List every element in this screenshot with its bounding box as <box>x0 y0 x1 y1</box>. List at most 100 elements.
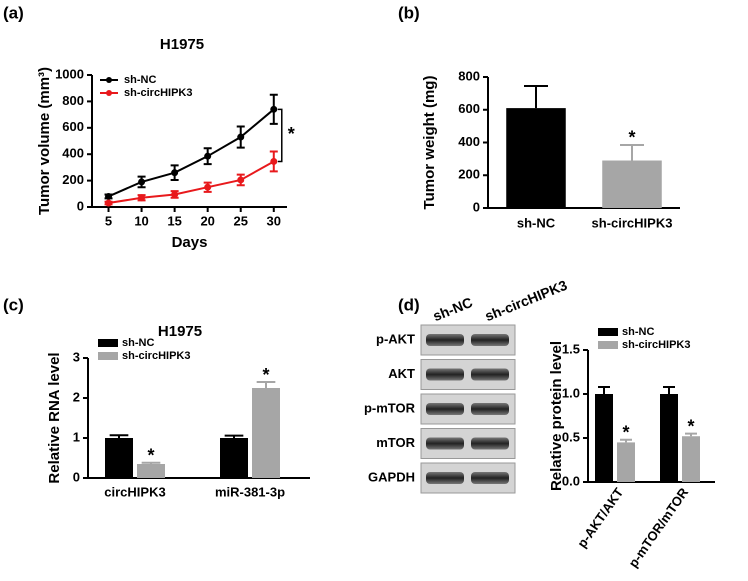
legend-swatch <box>98 339 118 347</box>
point <box>138 194 146 202</box>
legend-swatch <box>106 77 112 83</box>
blot-row-label: p-mTOR <box>364 400 416 415</box>
x-tick-label: p-mTOR/mTOR <box>625 485 691 571</box>
bar <box>595 394 613 482</box>
error-bar <box>256 381 276 388</box>
panel-label: (b) <box>398 3 420 22</box>
y-tick-label: 0 <box>77 198 84 213</box>
legend-label: sh-circHIPK3 <box>622 339 690 351</box>
significance-mark: * <box>147 446 154 466</box>
x-tick-label: sh-circHIPK3 <box>592 215 673 230</box>
bar <box>252 388 280 478</box>
bar <box>220 438 248 478</box>
chart-title: H1975 <box>160 36 204 53</box>
y-axis-title: Tumor volume (mm³) <box>36 67 53 215</box>
significance-mark: * <box>687 416 694 436</box>
y-tick-label: 3 <box>73 349 80 364</box>
series-line <box>108 160 275 205</box>
x-tick-label: circHIPK3 <box>104 484 165 499</box>
y-tick-label: 1 <box>73 429 80 444</box>
y-tick-label: 600 <box>458 101 480 116</box>
y-tick-label: 0.0 <box>562 473 580 488</box>
y-tick-label: 1.5 <box>562 341 580 356</box>
blot-row-label: mTOR <box>376 435 415 450</box>
point <box>237 133 245 141</box>
blot-band <box>426 437 464 450</box>
y-tick-label: 600 <box>62 119 84 134</box>
error-bar <box>224 434 244 438</box>
blot-band <box>426 334 464 346</box>
bar <box>602 160 662 208</box>
legend-label: sh-NC <box>622 326 654 338</box>
legend-label: sh-NC <box>124 74 156 86</box>
error-bar <box>109 434 129 438</box>
bar <box>506 108 566 208</box>
legend-swatch <box>98 352 118 360</box>
y-tick-label: 1000 <box>55 66 84 81</box>
y-axis-title: Tumor weight (mg) <box>421 76 438 210</box>
legend-swatch <box>598 341 618 349</box>
significance-mark: * <box>622 423 629 443</box>
x-tick-label: 30 <box>267 213 281 228</box>
y-tick-label: 0.5 <box>562 429 580 444</box>
bar <box>660 394 678 482</box>
point <box>237 176 245 184</box>
y-tick-label: 800 <box>458 68 480 83</box>
x-tick-label: sh-NC <box>517 215 556 230</box>
y-axis-title: Relative protein level <box>548 341 565 491</box>
x-tick-label: 5 <box>105 213 112 228</box>
bar <box>105 438 133 478</box>
blot-column-label: sh-NC <box>431 294 475 324</box>
panel-label: (d) <box>398 295 420 314</box>
point <box>171 169 179 177</box>
error-bar <box>620 143 644 161</box>
point <box>270 157 278 165</box>
series-line <box>108 108 275 198</box>
panel-label: (a) <box>3 3 24 22</box>
y-tick-label: 1.0 <box>562 385 580 400</box>
bar <box>617 442 635 482</box>
blot-band <box>471 334 509 346</box>
chart-title: H1975 <box>158 323 202 340</box>
point <box>204 152 212 160</box>
bar <box>137 464 165 478</box>
panel-label: (c) <box>3 295 24 314</box>
blot-row-label: GAPDH <box>368 469 415 484</box>
x-tick-label: 20 <box>200 213 214 228</box>
legend-label: sh-NC <box>122 337 154 349</box>
x-tick-label: 15 <box>167 213 181 228</box>
blot-band <box>426 472 464 484</box>
y-tick-label: 800 <box>62 93 84 108</box>
point <box>270 105 278 113</box>
blot-row-label: p-AKT <box>376 331 415 346</box>
blot-band <box>471 403 509 415</box>
point <box>138 178 146 186</box>
significance-bracket <box>277 108 283 163</box>
legend-label: sh-circHIPK3 <box>122 350 190 362</box>
significance-mark: * <box>262 365 269 385</box>
error-bar <box>524 85 548 109</box>
legend-swatch <box>598 328 618 336</box>
point <box>105 199 113 207</box>
x-tick-label: miR-381-3p <box>215 484 285 499</box>
y-tick-label: 200 <box>62 172 84 187</box>
x-tick-label: 10 <box>134 213 148 228</box>
y-axis-title: Relative RNA level <box>46 352 63 483</box>
blot-band <box>426 403 464 415</box>
error-bar <box>141 461 161 464</box>
error-bar <box>663 385 675 394</box>
blot-band <box>471 437 509 450</box>
blot-band <box>471 472 509 484</box>
y-tick-label: 200 <box>458 167 480 182</box>
blot-band <box>471 368 509 381</box>
y-tick-label: 2 <box>73 389 80 404</box>
error-bar <box>620 438 632 443</box>
point <box>105 192 113 200</box>
y-tick-label: 0 <box>473 199 480 214</box>
blot-row-label: AKT <box>388 366 415 381</box>
significance-mark: * <box>288 124 295 144</box>
point <box>204 183 212 191</box>
blot-column-label: sh-circHIPK3 <box>483 277 570 325</box>
